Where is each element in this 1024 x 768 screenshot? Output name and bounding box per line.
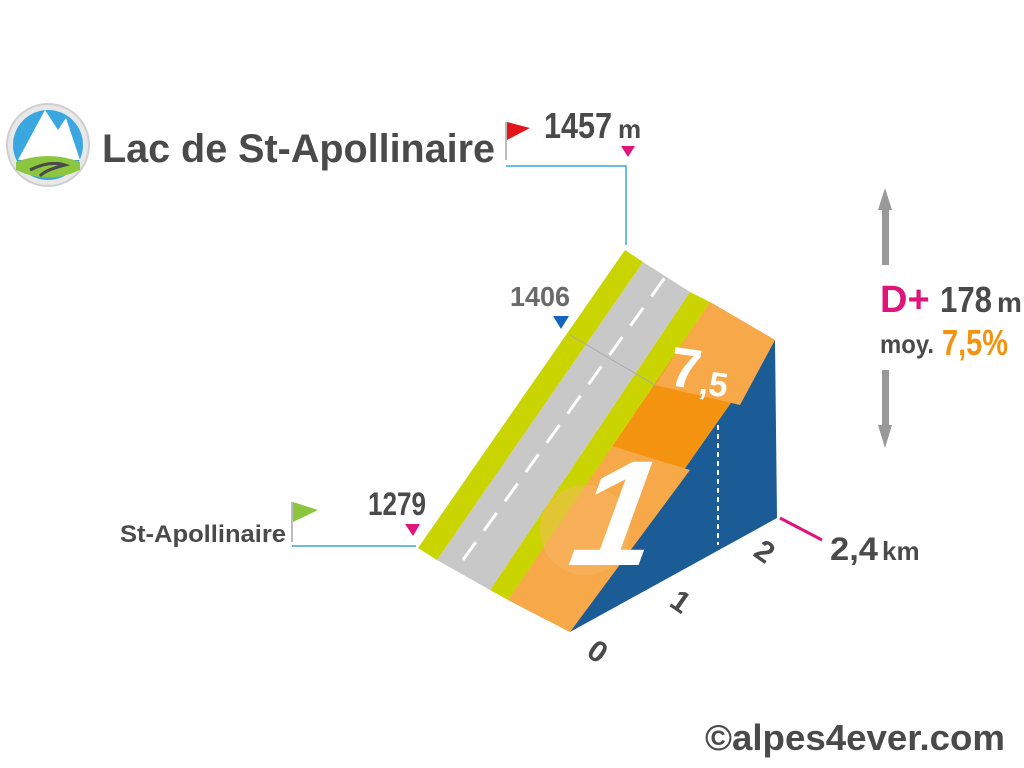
km-tick-label: 0 [581,634,614,671]
profile-wedge [418,250,777,632]
waypoint-marker [553,316,569,329]
distance-value: 2,4 [830,531,878,567]
avg-value: 7,5% [942,322,1008,363]
credit: ©alpes4ever.com [705,717,1005,758]
start-altitude: 1279 [368,486,426,522]
km-tick-label: 2 [748,534,781,571]
summit-unit: m [618,114,641,144]
distance-unit: km [882,536,920,566]
title: Lac de St-Apollinaire [102,127,495,171]
km-tick-label: 1 [664,584,697,621]
waypoint-altitude: 1406 [510,281,570,312]
gain-label: D+ [880,279,930,321]
start-marker [405,524,420,536]
logo-icon [6,103,90,187]
distance-marker [779,516,823,542]
start-name: St-Apollinaire [120,521,286,548]
gain-unit: m [997,287,1022,318]
summit-leader [506,165,627,245]
summit-altitude: 1457 [544,105,612,146]
gain-value: 178 [940,279,992,320]
start-flag [291,502,318,542]
summit-marker [621,146,635,157]
summit-flag [505,122,530,160]
avg-label: moy. [880,329,934,359]
segment-grade-decimal: ,5 [697,364,730,406]
elevation-arrow [878,188,892,448]
